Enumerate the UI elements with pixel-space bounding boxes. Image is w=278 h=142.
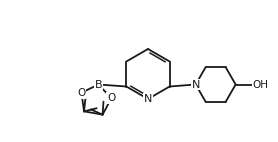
Text: N: N [144, 94, 152, 104]
Text: N: N [192, 80, 200, 89]
Text: OH: OH [253, 80, 269, 89]
Text: O: O [77, 88, 86, 98]
Text: O: O [107, 93, 116, 103]
Text: B: B [95, 80, 102, 89]
